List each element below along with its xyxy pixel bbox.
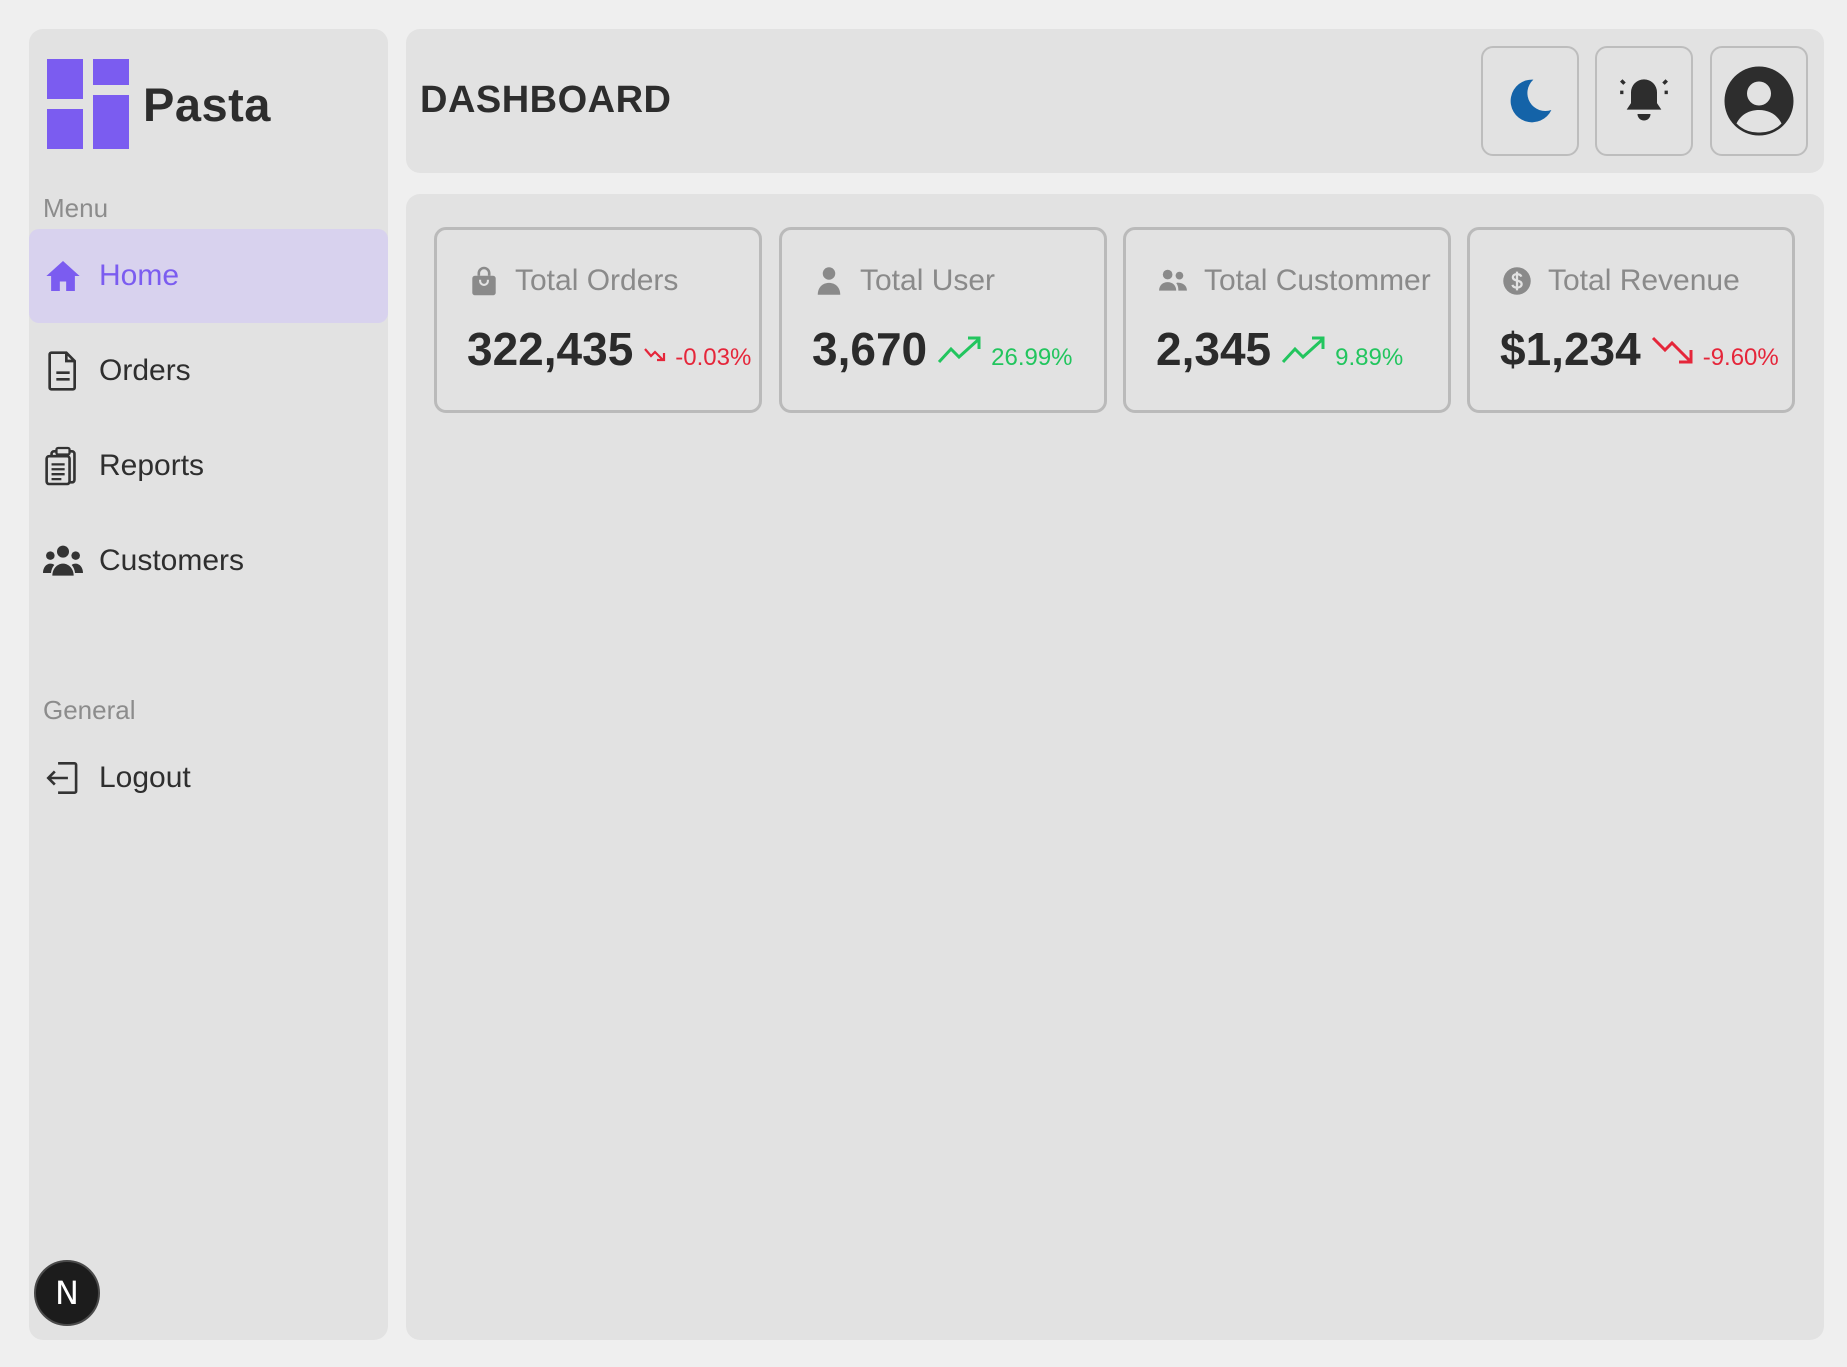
document-icon [43,351,83,391]
brand-logo[interactable]: Pasta [47,59,271,149]
top-header: DASHBOARD [406,29,1824,173]
card-title: Total Revenue [1548,264,1740,297]
user-avatar-icon [1724,66,1794,136]
card-value: 2,345 [1156,323,1272,375]
card-value: 322,435 [467,323,634,375]
sidebar-item-label: Reports [99,449,205,482]
theme-toggle-button[interactable] [1481,46,1579,156]
card-change: 9.89% [1335,344,1404,371]
logo-icon [47,59,129,149]
dollar-icon [1502,264,1532,298]
main-content: Total Orders 322,435 -0.03% Total User 3… [406,194,1824,1340]
stat-card-total-customer[interactable]: Total Custommer 2,345 9.89% [1123,227,1451,413]
user-icon [814,264,844,298]
card-value: $1,234 [1500,323,1641,375]
users-icon [43,541,83,581]
notifications-button[interactable] [1595,46,1693,156]
stat-card-total-user[interactable]: Total User 3,670 26.99% [779,227,1107,413]
sidebar-item-logout[interactable]: Logout [29,731,388,825]
logout-icon [43,758,83,798]
card-change: 26.99% [991,344,1073,371]
card-title: Total Orders [515,264,679,297]
clipboard-icon [43,446,83,486]
stat-card-total-revenue[interactable]: Total Revenue $1,234 -9.60% [1467,227,1795,413]
page-title: DASHBOARD [420,79,672,121]
profile-button[interactable] [1710,46,1808,156]
card-title: Total User [860,264,996,297]
n-badge-button[interactable]: N [34,1260,100,1326]
card-value: 3,670 [812,323,928,375]
sidebar-item-label: Home [99,259,180,292]
sidebar-item-label: Logout [99,761,191,794]
stat-card-total-orders[interactable]: Total Orders 322,435 -0.03% [434,227,762,413]
sidebar-item-reports[interactable]: Reports [29,419,388,513]
bell-icon [1620,79,1668,121]
trend-up-icon [937,335,983,365]
trend-down-icon [643,345,667,365]
card-change: -0.03% [675,344,752,371]
trend-down-icon [1651,335,1695,365]
sidebar-item-label: Customers [99,544,245,577]
sidebar-item-customers[interactable]: Customers [29,514,388,608]
sidebar-item-orders[interactable]: Orders [29,324,388,418]
sidebar: Pasta Menu Home Orders Reports Customers… [29,29,388,1340]
shopping-bag-icon [469,264,499,298]
general-section-label: General [43,695,136,725]
trend-up-icon [1281,335,1327,365]
sidebar-item-home[interactable]: Home [29,229,388,323]
menu-section-label: Menu [43,193,109,223]
sidebar-item-label: Orders [99,354,191,387]
card-title: Total Custommer [1204,264,1431,297]
card-change: -9.60% [1702,344,1779,371]
moon-icon [1510,79,1552,123]
users-icon [1158,264,1188,298]
brand-name: Pasta [143,77,271,131]
home-icon [43,256,83,296]
